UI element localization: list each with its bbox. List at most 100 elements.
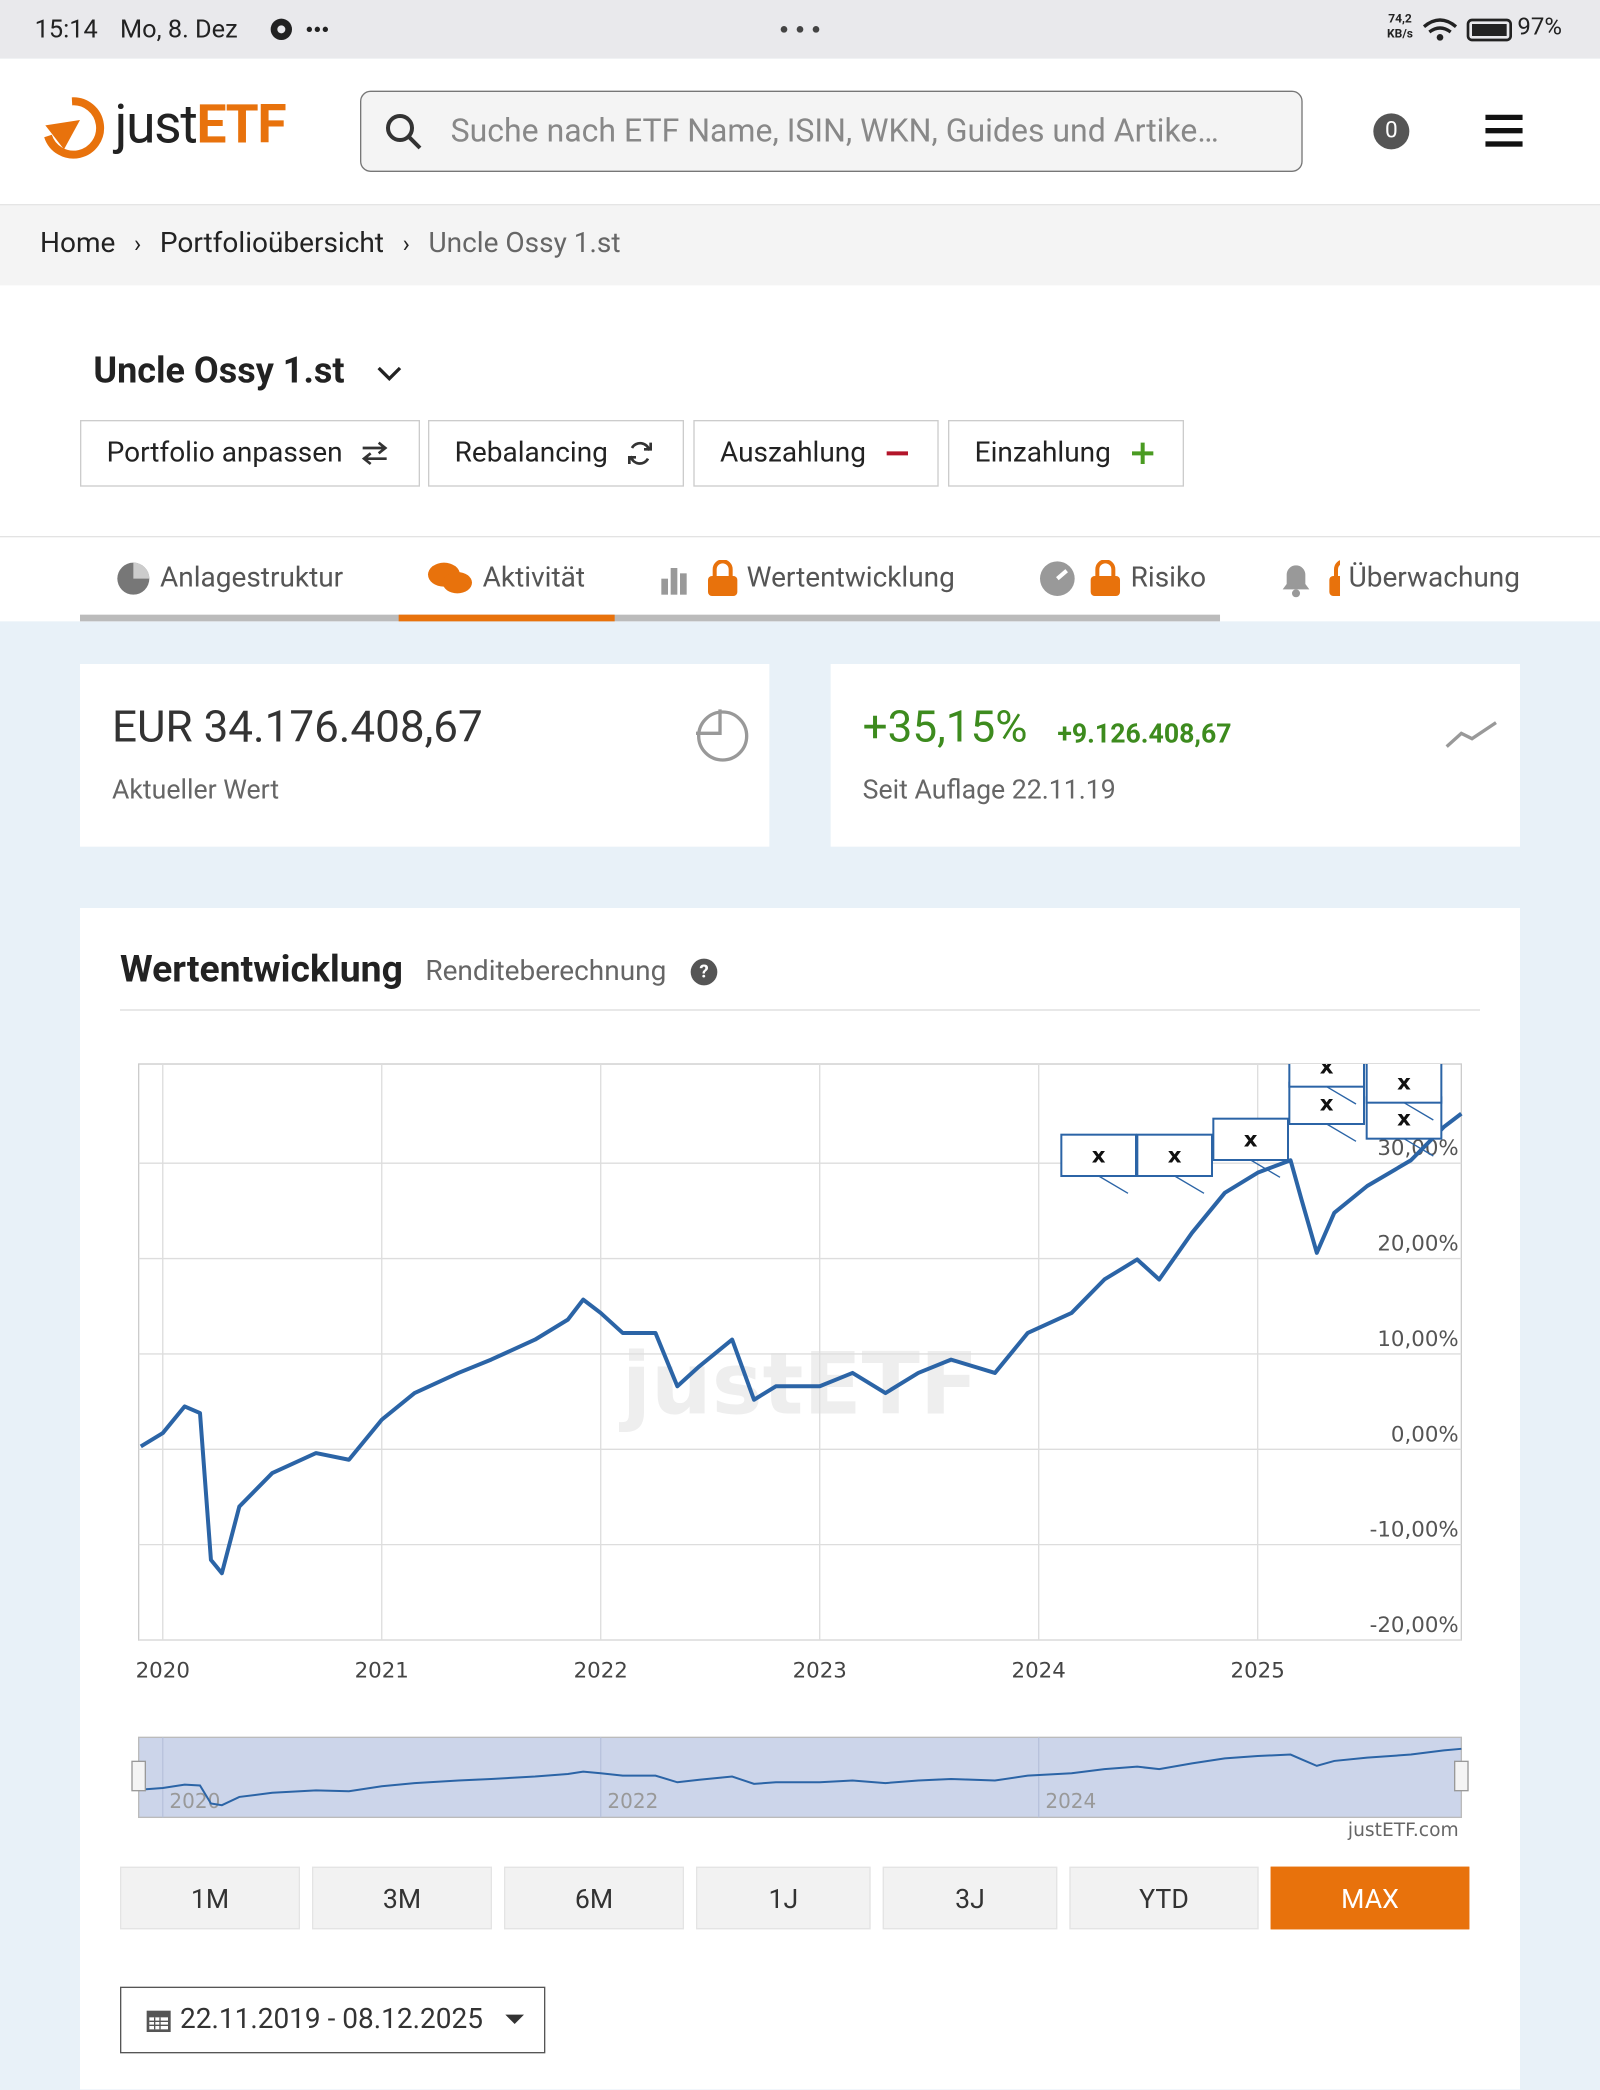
range-button[interactable]: 3M (312, 1866, 493, 1930)
icon (661, 560, 738, 597)
navigator (138, 1736, 1463, 1819)
navigator-tick-label: 2022 (607, 1789, 658, 1813)
range-button[interactable]: 3J (882, 1866, 1058, 1930)
icon (361, 441, 388, 466)
battery: 97% (1517, 13, 1562, 42)
logo[interactable]: justETF (114, 93, 287, 157)
return-percent: +35,15% (862, 701, 1028, 754)
date-picker[interactable]: 22.11.2019 - 08.12.2025 (120, 1986, 546, 2054)
annotation-box (1288, 1081, 1366, 1126)
tab[interactable]: Risiko (1037, 560, 1206, 597)
action-button[interactable]: Rebalancing (428, 420, 685, 487)
annotation-label: x (1244, 1128, 1258, 1153)
value-card (80, 664, 770, 847)
y-tick-label: 30,00% (1377, 1136, 1458, 1161)
range-button[interactable]: 1M (120, 1866, 301, 1930)
label: Risiko (1130, 562, 1207, 595)
navigator-handle[interactable] (1454, 1760, 1469, 1792)
range-button[interactable]: YTD (1069, 1866, 1259, 1930)
range-button-active[interactable]: MAX (1270, 1866, 1470, 1930)
action-button[interactable]: Portfolio anpassen (80, 420, 421, 487)
tab[interactable]: Anlagestruktur (115, 560, 344, 597)
annotation-connector (1174, 1175, 1205, 1194)
divider (120, 1009, 1481, 1011)
range-button[interactable]: 1J (696, 1866, 871, 1930)
search-placeholder: Suche nach ETF Name, ISIN, WKN, Guides u… (450, 112, 1219, 150)
trend-icon (1445, 721, 1497, 748)
label: Einzahlung (974, 437, 1111, 470)
x-tick-label: 2020 (136, 1658, 190, 1683)
annotation-box (1060, 1133, 1138, 1178)
menu-icon[interactable] (1485, 114, 1523, 150)
pie-icon (696, 709, 749, 762)
annotation-box (1136, 1133, 1214, 1178)
annotation-connector (1403, 1138, 1434, 1157)
annotation-box (1288, 1064, 1366, 1088)
date-range: 22.11.2019 - 08.12.2025 (180, 2004, 483, 2037)
y-tick-label: 10,00% (1377, 1327, 1458, 1352)
date: Mo, 8. Dez (120, 13, 238, 45)
current-value: EUR 34.176.408,67 (112, 701, 483, 754)
current-value-label: Aktueller Wert (112, 773, 280, 806)
x-tick-label: 2022 (574, 1658, 628, 1683)
x-tick-label: 2021 (355, 1658, 409, 1683)
x-tick-label: 2025 (1231, 1658, 1285, 1683)
crumb: Uncle Ossy 1.st (428, 228, 621, 261)
action-button[interactable]: Auszahlung (693, 420, 939, 487)
annotation-connector (1250, 1159, 1281, 1178)
action-button[interactable]: Einzahlung (948, 420, 1185, 487)
label: Portfolio anpassen (106, 437, 343, 470)
label: Wertentwicklung (746, 562, 955, 595)
breadcrumb: Home › Portfolioübersicht › Uncle Ossy 1.s… (40, 228, 621, 261)
x-tick-label: 2024 (1012, 1658, 1066, 1683)
time: 15:14 (34, 13, 98, 45)
caret (505, 2014, 525, 2025)
y-tick-label: -20,00% (1370, 1613, 1459, 1638)
logo-just: just (114, 93, 198, 157)
crumb[interactable]: Portfolioübersicht (159, 228, 384, 261)
annotation-connector (1326, 1123, 1357, 1142)
navigator-handle[interactable] (131, 1760, 147, 1792)
icon (887, 451, 909, 456)
calendar-icon (146, 2010, 171, 2033)
range-button[interactable]: 6M (504, 1866, 685, 1930)
search-box[interactable] (360, 90, 1303, 173)
tab-active-underline (398, 614, 615, 622)
crumb[interactable]: Home (40, 228, 116, 261)
credit: justETF.com (1347, 1820, 1459, 1841)
dropdown-icon[interactable] (376, 365, 403, 384)
annotation-connector (1098, 1175, 1129, 1194)
help-icon[interactable]: ? (690, 958, 718, 986)
status-icons (270, 18, 1513, 42)
annotation-label: x (1168, 1144, 1182, 1169)
since-inception: Seit Auflage 22.11.19 (862, 773, 1116, 806)
series-line (139, 1112, 1463, 1576)
icon (627, 441, 652, 465)
label: Rebalancing (454, 437, 608, 470)
tab[interactable]: Überwachung (1277, 560, 1520, 598)
annotation-label: x (1397, 1106, 1411, 1131)
search-icon (386, 114, 422, 150)
label: Auszahlung (720, 437, 866, 470)
portfolio-name[interactable]: Uncle Ossy 1.st (93, 349, 345, 393)
navigator-tick-label: 2020 (169, 1789, 220, 1813)
net-speed: 74,2 KB/s (1387, 13, 1413, 42)
logo-icon[interactable] (40, 96, 107, 163)
annotation-label: x (1397, 1070, 1411, 1095)
tab-active[interactable]: Aktivität (427, 560, 585, 597)
tab-underline (80, 614, 1221, 622)
return-card (830, 664, 1521, 847)
annotation-box (1212, 1117, 1290, 1162)
logo-etf: ETF (196, 93, 286, 157)
annotation-box (1365, 1064, 1443, 1104)
icon (428, 562, 473, 594)
label: Aktivität (482, 562, 586, 595)
cart-badge[interactable]: 0 (1373, 113, 1410, 150)
chart-subtitle: Renditeberechnung (425, 956, 667, 989)
icon (1040, 560, 1121, 597)
tab[interactable]: Wertentwicklung (659, 560, 955, 597)
